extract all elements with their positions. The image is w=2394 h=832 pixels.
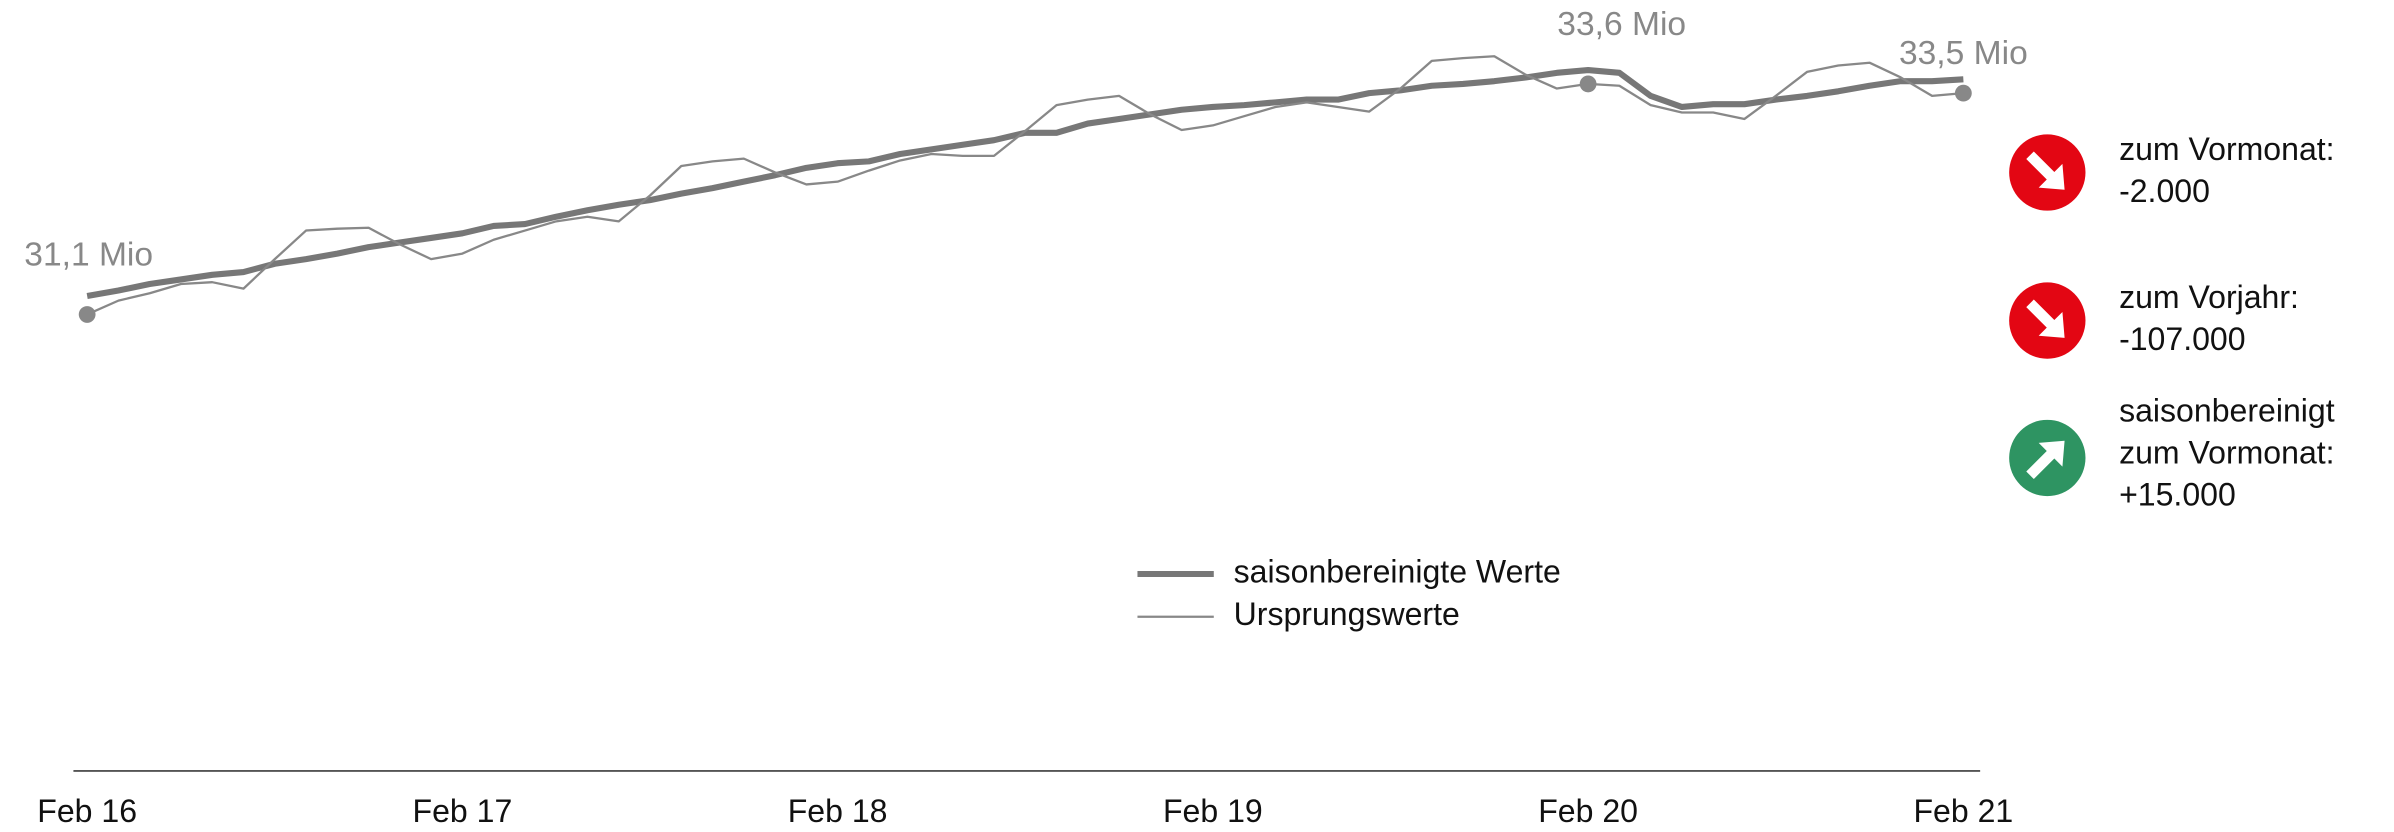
indicator-arrow bbox=[2026, 299, 2065, 338]
arrow-shape bbox=[2026, 151, 2065, 190]
data-label: 33,5 Mio bbox=[1899, 35, 2028, 72]
point-marker bbox=[78, 306, 96, 323]
x-tick-label: Feb 21 bbox=[1913, 793, 2013, 829]
indicator-text: -107.000 bbox=[2119, 321, 2246, 357]
indicator-text: zum Vormonat: bbox=[2119, 434, 2335, 470]
indicator-arrow bbox=[2026, 151, 2065, 190]
x-tick-label: Feb 20 bbox=[1538, 793, 1638, 829]
legend-label: Ursprungswerte bbox=[1234, 596, 1460, 632]
data-label: 33,6 Mio bbox=[1557, 6, 1686, 43]
line-series bbox=[86, 67, 1964, 300]
x-tick-label: Feb 18 bbox=[788, 793, 888, 829]
arrow-shape bbox=[2026, 299, 2065, 338]
x-tick-label: Feb 16 bbox=[37, 793, 137, 829]
x-tick-label: Feb 17 bbox=[413, 793, 513, 829]
indicator-text: -2.000 bbox=[2119, 173, 2210, 209]
indicator-arrow bbox=[2026, 440, 2065, 480]
indicator-text: saisonbereinigt bbox=[2119, 392, 2335, 428]
legend-label: saisonbereinigte Werte bbox=[1234, 553, 1561, 589]
point-marker bbox=[1579, 75, 1597, 93]
x-tick-label: Feb 19 bbox=[1163, 793, 1263, 829]
indicator-text: +15.000 bbox=[2119, 476, 2236, 512]
data-label: 31,1 Mio bbox=[24, 236, 153, 273]
arrow-shape bbox=[2026, 440, 2065, 480]
indicator-text: zum Vormonat: bbox=[2119, 131, 2335, 167]
line-series bbox=[86, 55, 1964, 316]
point-marker bbox=[1954, 84, 1972, 102]
indicator-text: zum Vorjahr: bbox=[2119, 279, 2299, 315]
